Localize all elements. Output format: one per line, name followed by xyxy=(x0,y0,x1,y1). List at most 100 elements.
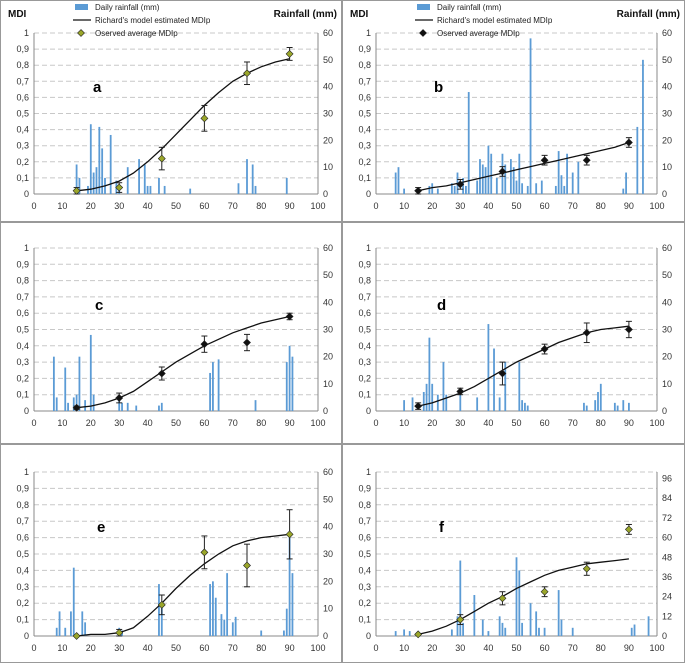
y2-tick-label: 60 xyxy=(323,467,333,477)
left-axis-title: MDI xyxy=(8,9,27,20)
y-tick-label: 0,2 xyxy=(16,598,29,608)
rainfall-bar xyxy=(246,159,248,194)
rainfall-bar xyxy=(521,400,524,411)
y-tick-label: 0,4 xyxy=(16,341,29,351)
rainfall-bar xyxy=(599,383,602,411)
x-tick-label: 10 xyxy=(57,643,67,653)
x-tick-label: 70 xyxy=(228,418,238,428)
x-tick-label: 30 xyxy=(114,201,124,211)
y-tick-label: 0,7 xyxy=(16,516,29,526)
y2-tick-label: 40 xyxy=(323,522,333,532)
rainfall-bar xyxy=(535,183,538,194)
rainfall-bar xyxy=(212,362,214,411)
y-tick-label: 0,7 xyxy=(16,76,29,86)
rainfall-bar xyxy=(397,167,400,194)
y2-tick-label: 30 xyxy=(662,325,672,335)
y2-tick-label: 40 xyxy=(662,297,672,307)
rainfall-bar xyxy=(521,183,524,194)
y-tick-label: 0,1 xyxy=(16,173,29,183)
panel-d: 00,10,20,30,40,50,60,70,80,9101020304050… xyxy=(342,222,685,444)
legend-item-label: Richard's model estimated MDIp xyxy=(437,16,553,25)
model-curve xyxy=(76,315,290,409)
x-tick-label: 90 xyxy=(285,201,295,211)
rainfall-bar xyxy=(288,532,291,636)
observed-point xyxy=(624,325,633,334)
y-tick-label: 0,3 xyxy=(16,357,29,367)
observed-point xyxy=(540,156,549,165)
rainfall-bar xyxy=(636,126,639,194)
y2-tick-label: 12 xyxy=(662,611,672,621)
rainfall-bar xyxy=(450,629,453,636)
observed-point xyxy=(285,50,294,58)
rainfall-bar xyxy=(577,161,580,194)
x-tick-label: 80 xyxy=(256,643,266,653)
rainfall-bar xyxy=(484,167,487,194)
observed-point xyxy=(498,369,507,378)
y2-tick-label: 20 xyxy=(323,135,333,145)
y-tick-label: 0,4 xyxy=(358,341,371,351)
x-tick-label: 60 xyxy=(199,418,209,428)
x-tick-label: 60 xyxy=(199,643,209,653)
rainfall-bar xyxy=(487,324,490,411)
y-tick-label: 0,3 xyxy=(16,141,29,151)
rainfall-bar xyxy=(143,164,146,194)
rainfall-bar xyxy=(411,397,414,411)
rainfall-bar xyxy=(126,167,129,194)
y-tick-label: 0 xyxy=(366,631,371,641)
y2-tick-label: 40 xyxy=(323,82,333,92)
y-tick-label: 1 xyxy=(24,467,29,477)
rainfall-bar xyxy=(260,630,263,636)
y-tick-label: 0,2 xyxy=(358,598,371,608)
rainfall-bar xyxy=(583,402,585,411)
rainfall-bar xyxy=(403,629,405,636)
y-tick-label: 0,3 xyxy=(358,357,371,367)
rainfall-bar xyxy=(524,402,526,411)
x-tick-label: 90 xyxy=(285,643,295,653)
rainfall-bar xyxy=(209,584,211,636)
observed-point xyxy=(456,615,465,624)
model-curve xyxy=(76,533,290,637)
x-tick-label: 60 xyxy=(199,201,209,211)
rainfall-bar xyxy=(560,175,563,194)
observed-point xyxy=(157,154,166,163)
rainfall-bar xyxy=(487,145,490,194)
y2-tick-label: 20 xyxy=(662,135,672,145)
observed-point xyxy=(72,186,81,195)
rainfall-bar xyxy=(72,397,75,411)
rainfall-bar xyxy=(209,372,211,411)
rainfall-bar xyxy=(55,627,58,636)
y2-tick-label: 72 xyxy=(662,513,672,523)
y-tick-label: 0 xyxy=(24,189,29,199)
y-tick-label: 0,3 xyxy=(16,582,29,592)
x-tick-label: 50 xyxy=(171,418,181,428)
rainfall-bar xyxy=(453,185,456,194)
x-tick-label: 50 xyxy=(511,418,521,428)
x-tick-label: 0 xyxy=(373,418,378,428)
legend-swatch-rainfall xyxy=(417,4,430,10)
rainfall-bar xyxy=(554,185,557,194)
rainfall-bar xyxy=(543,627,546,636)
y2-tick-label: 10 xyxy=(662,379,672,389)
x-tick-label: 30 xyxy=(114,643,124,653)
y-tick-label: 1 xyxy=(24,243,29,253)
x-tick-label: 30 xyxy=(455,643,465,653)
rainfall-bar xyxy=(109,134,112,194)
y2-tick-label: 0 xyxy=(662,406,667,416)
rainfall-bar xyxy=(481,619,484,636)
x-tick-label: 50 xyxy=(511,201,521,211)
x-tick-label: 20 xyxy=(427,201,437,211)
y-tick-label: 0,9 xyxy=(16,259,29,269)
y-tick-label: 1 xyxy=(24,28,29,38)
rainfall-bar xyxy=(92,172,95,194)
rainfall-bar xyxy=(146,185,149,194)
rainfall-bar xyxy=(254,400,257,411)
rainfall-bar xyxy=(84,622,87,636)
observed-point xyxy=(582,156,591,165)
y-tick-label: 1 xyxy=(366,28,371,38)
rainfall-bar xyxy=(158,405,160,411)
y-tick-label: 0,5 xyxy=(16,549,29,559)
x-tick-label: 100 xyxy=(310,643,325,653)
x-tick-label: 40 xyxy=(143,643,153,653)
y2-tick-label: 60 xyxy=(662,28,672,38)
rainfall-bar xyxy=(445,394,448,411)
